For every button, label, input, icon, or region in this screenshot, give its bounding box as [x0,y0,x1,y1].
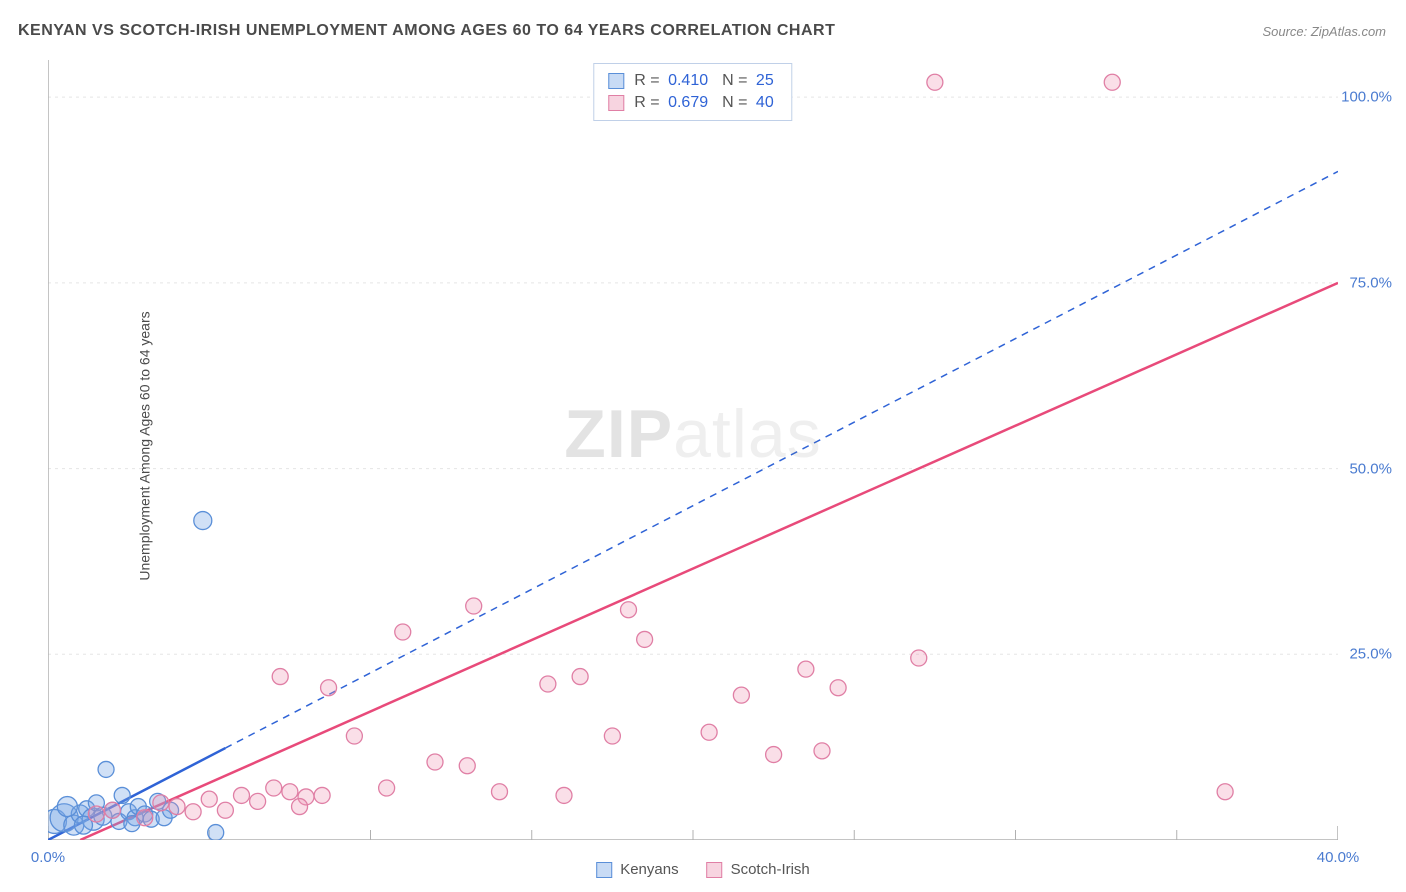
stats-row: R = 0.410 N = 25 [608,70,777,92]
series-label: Scotch-Irish [731,861,810,878]
series-legend-item: Kenyans [596,861,678,878]
stats-n-label: N = 40 [722,94,778,112]
source-attribution: Source: ZipAtlas.com [1262,24,1386,39]
stats-swatch [608,95,624,111]
series-swatch [707,862,723,878]
series-legend: Kenyans Scotch-Irish [596,861,810,878]
series-label: Kenyans [620,861,678,878]
series-swatch [596,862,612,878]
chart-title: KENYAN VS SCOTCH-IRISH UNEMPLOYMENT AMON… [18,22,835,40]
stats-legend: R = 0.410 N = 25 R = 0.679 N = 40 [593,63,792,121]
plot-area: ZIPatlas R = 0.410N = 25R = 0.679N = 40 … [48,60,1338,840]
x-tick-label: 40.0% [1317,849,1360,866]
chart-svg [48,60,1338,840]
y-tick-label: 50.0% [1349,460,1392,477]
stats-row: R = 0.679 N = 40 [608,92,777,114]
stats-swatch [608,73,624,89]
x-tick-label: 0.0% [31,849,65,866]
y-tick-label: 100.0% [1341,89,1392,106]
stats-r-label: R = 0.410 [634,72,712,90]
y-tick-label: 25.0% [1349,646,1392,663]
stats-n-label: N = 25 [722,72,778,90]
series-legend-item: Scotch-Irish [707,861,810,878]
stats-r-label: R = 0.679 [634,94,712,112]
y-tick-label: 75.0% [1349,274,1392,291]
